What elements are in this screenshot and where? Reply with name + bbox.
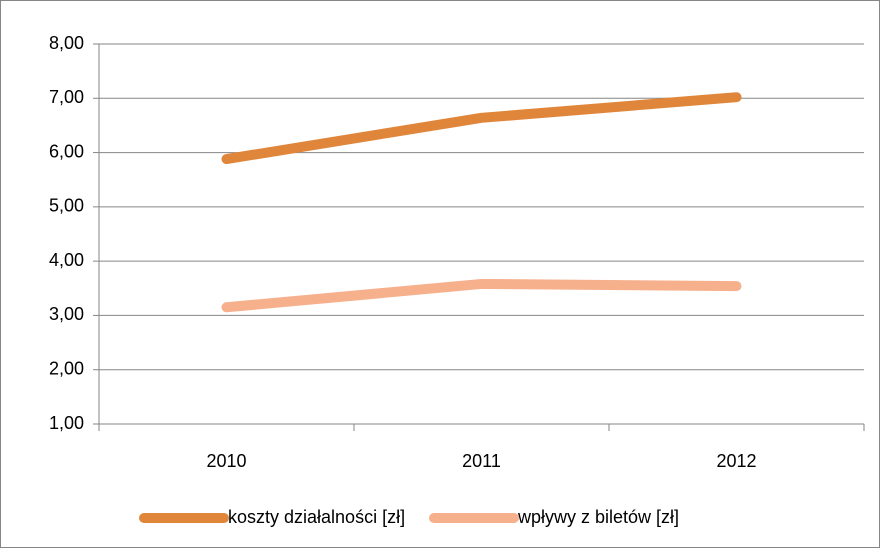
legend-label: wpływy z biletów [zł]	[517, 507, 679, 527]
y-tick-label: 8,00	[49, 33, 84, 53]
y-tick-label: 6,00	[49, 141, 84, 161]
y-tick-label: 4,00	[49, 250, 84, 270]
series-line	[221, 278, 742, 313]
y-tick-label: 5,00	[49, 196, 84, 216]
x-tick-label: 2012	[716, 451, 756, 471]
legend-label: koszty działalności [zł]	[228, 507, 405, 527]
x-tick-label: 2010	[206, 451, 246, 471]
y-tick-label: 7,00	[49, 87, 84, 107]
x-tick-label: 2011	[462, 451, 501, 471]
series-line	[221, 92, 742, 165]
y-tick-label: 3,00	[49, 304, 84, 324]
y-tick-label: 1,00	[49, 413, 84, 433]
y-tick-label: 2,00	[49, 358, 84, 378]
